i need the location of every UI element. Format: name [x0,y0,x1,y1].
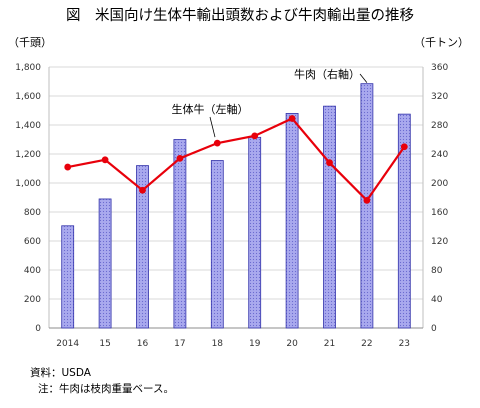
x-tick-label: 20 [286,339,298,349]
left-tick-label: 200 [24,295,41,305]
leader-cattle [209,116,216,138]
right-tick-label: 200 [431,179,448,189]
x-tick-label: 16 [137,339,149,349]
point-cattle [363,197,371,204]
x-tick-label: 23 [399,339,410,349]
right-tick-label: 120 [431,237,448,247]
point-cattle [326,159,333,167]
x-tick-label: 2014 [56,339,79,349]
left-tick-label: 1,600 [15,92,41,102]
point-cattle [288,115,296,122]
label-cattle-series: 生体牛（左軸） [172,102,249,116]
bar-beef [248,136,262,329]
point-cattle [176,154,184,162]
left-tick-label: 1,200 [15,150,41,160]
x-tick-label: 19 [249,339,261,349]
left-tick-label: 1,400 [15,121,41,131]
left-tick-label: 0 [35,324,41,334]
source-text: 資料：USDA [30,367,91,379]
right-tick-label: 360 [431,63,448,73]
line-cattle [67,117,406,203]
left-tick-label: 600 [24,237,41,247]
bar-beef [136,165,149,329]
x-tick-label: 22 [361,339,372,349]
point-cattle [400,143,408,151]
bar-beef [360,83,374,329]
chart-title: 図 米国向け生体牛輸出頭数および牛肉輸出量の推移 [66,8,414,24]
right-tick-label: 0 [431,324,437,334]
point-cattle [251,132,259,140]
x-tick-label: 18 [212,339,224,349]
right-axis-unit: （千トン） [414,36,469,49]
right-tick-label: 240 [431,150,448,160]
left-tick-label: 1,800 [15,63,41,73]
left-axis-unit: （千頭） [8,36,52,49]
bar-beef [61,225,75,329]
note-text: 注：牛肉は枝肉重量ベース。 [38,383,174,395]
x-tick-label: 15 [99,339,110,349]
bar-beef [210,160,224,329]
bar-beef [173,139,187,329]
point-cattle [139,186,146,194]
label-beef-series: 牛肉（右軸） [294,67,360,81]
right-tick-label: 320 [431,92,448,102]
bar-beef [397,113,411,329]
right-tick-label: 160 [431,208,448,218]
left-tick-label: 400 [24,266,41,276]
leader-beef [359,73,368,83]
x-tick-label: 17 [174,339,185,349]
bar-beef [323,105,336,329]
point-cattle [64,163,72,171]
bar-beef [285,113,299,329]
x-tick-label: 21 [324,339,335,349]
right-tick-label: 40 [431,295,443,305]
left-tick-label: 1,000 [15,179,41,189]
bar-beef [98,198,112,329]
right-tick-label: 280 [431,121,448,131]
point-cattle [213,139,221,147]
left-tick-label: 800 [24,208,41,218]
point-cattle [101,156,109,164]
right-tick-label: 80 [431,266,443,276]
